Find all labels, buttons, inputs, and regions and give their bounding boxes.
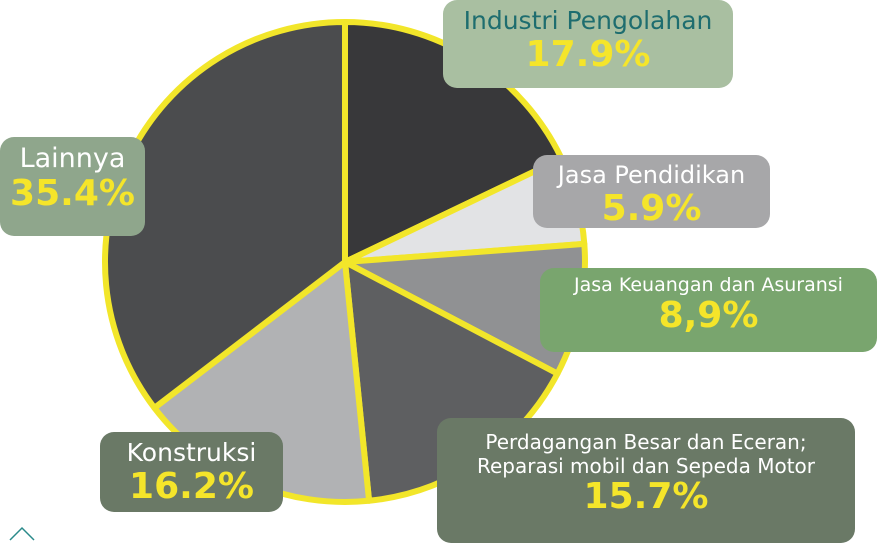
value-label: 16.2% bbox=[129, 466, 254, 507]
label-box: Industri Pengolahan 17.9% bbox=[443, 0, 733, 88]
value-label: 5.9% bbox=[601, 187, 702, 229]
value-label: 8,9% bbox=[658, 294, 759, 336]
category-label: Perdagangan Besar dan Eceran; Reparasi m… bbox=[476, 430, 816, 478]
label-box: Lainnya 35.4% bbox=[0, 137, 145, 236]
value-label: 15.7% bbox=[583, 476, 709, 517]
label-box: Konstruksi 16.2% bbox=[100, 432, 283, 512]
value-label: 17.9% bbox=[525, 34, 651, 75]
category-label: Industri Pengolahan bbox=[463, 6, 713, 35]
category-label: Lainnya bbox=[19, 143, 126, 174]
value-label: 35.4% bbox=[10, 173, 135, 215]
category-label: Jasa Pendidikan bbox=[557, 161, 746, 189]
category-label: Konstruksi bbox=[126, 438, 257, 467]
label-box: Perdagangan Besar dan Eceran; Reparasi m… bbox=[437, 418, 855, 543]
label-box: Jasa Keuangan dan Asuransi 8,9% bbox=[540, 268, 877, 352]
arrow-icon bbox=[9, 526, 35, 541]
category-label: Jasa Keuangan dan Asuransi bbox=[574, 274, 843, 296]
label-box: Jasa Pendidikan 5.9% bbox=[533, 155, 770, 228]
